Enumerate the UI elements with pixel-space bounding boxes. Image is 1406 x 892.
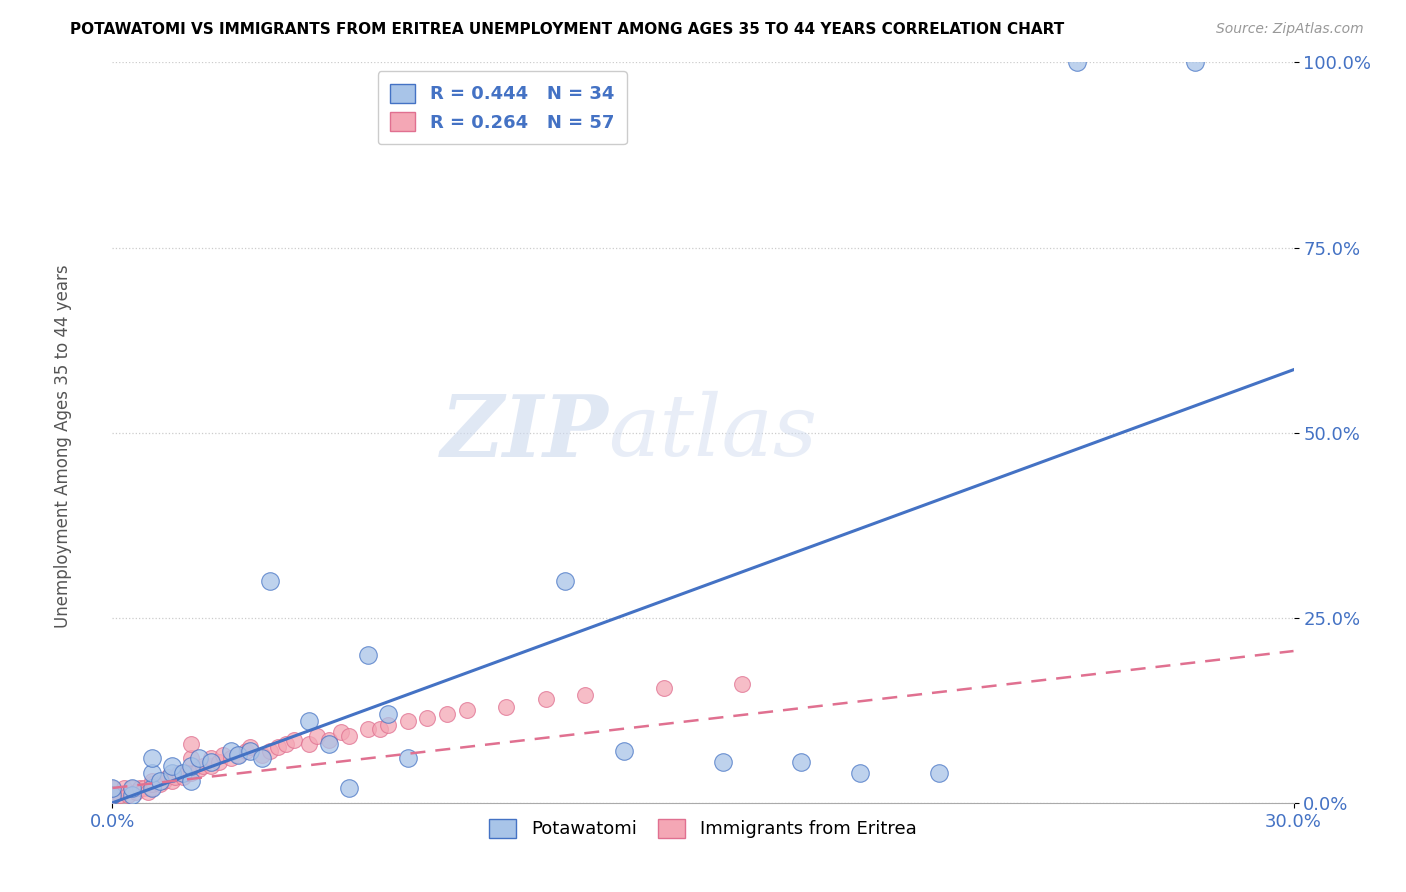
Point: [283, 732, 305, 747]
Point: [219, 744, 242, 758]
Point: [357, 722, 380, 736]
Point: [172, 770, 194, 784]
Point: [149, 773, 172, 788]
Point: [554, 574, 576, 588]
Text: Unemployment Among Ages 35 to 44 years: Unemployment Among Ages 35 to 44 years: [55, 264, 72, 628]
Point: [121, 780, 143, 795]
Point: [191, 758, 214, 772]
Point: [188, 763, 211, 777]
Text: ZIP: ZIP: [440, 391, 609, 475]
Point: [200, 751, 222, 765]
Point: [534, 692, 557, 706]
Point: [239, 744, 262, 758]
Point: [160, 773, 183, 788]
Point: [160, 758, 183, 772]
Point: [176, 766, 198, 780]
Point: [790, 755, 813, 769]
Point: [141, 766, 163, 780]
Point: [160, 766, 183, 780]
Point: [141, 777, 163, 791]
Point: [652, 681, 675, 695]
Point: [200, 758, 222, 772]
Point: [121, 789, 143, 803]
Text: POTAWATOMI VS IMMIGRANTS FROM ERITREA UNEMPLOYMENT AMONG AGES 35 TO 44 YEARS COR: POTAWATOMI VS IMMIGRANTS FROM ERITREA UN…: [70, 22, 1064, 37]
Point: [136, 785, 159, 799]
Point: [228, 747, 250, 762]
Text: atlas: atlas: [609, 392, 818, 474]
Point: [377, 706, 399, 721]
Point: [110, 789, 132, 803]
Point: [298, 714, 321, 729]
Point: [337, 729, 360, 743]
Point: [456, 703, 478, 717]
Point: [436, 706, 458, 721]
Point: [141, 780, 163, 795]
Point: [125, 785, 148, 799]
Point: [250, 747, 273, 762]
Point: [211, 747, 233, 762]
Point: [180, 766, 202, 780]
Point: [396, 714, 419, 729]
Point: [495, 699, 517, 714]
Point: [574, 689, 596, 703]
Point: [329, 725, 352, 739]
Point: [141, 773, 163, 788]
Point: [156, 770, 179, 784]
Point: [228, 747, 250, 762]
Point: [298, 737, 321, 751]
Point: [731, 677, 754, 691]
Point: [1066, 55, 1088, 70]
Point: [219, 751, 242, 765]
Point: [377, 718, 399, 732]
Point: [267, 740, 290, 755]
Point: [141, 751, 163, 765]
Point: [188, 751, 211, 765]
Point: [368, 722, 391, 736]
Point: [165, 770, 187, 784]
Point: [1184, 55, 1206, 70]
Point: [337, 780, 360, 795]
Point: [307, 729, 329, 743]
Point: [141, 780, 163, 795]
Point: [613, 744, 636, 758]
Point: [121, 780, 143, 795]
Point: [101, 780, 124, 795]
Point: [849, 766, 872, 780]
Point: [117, 789, 139, 803]
Point: [149, 777, 172, 791]
Point: [101, 789, 124, 803]
Point: [101, 780, 124, 795]
Point: [250, 751, 273, 765]
Point: [112, 780, 135, 795]
Point: [180, 758, 202, 772]
Point: [132, 780, 155, 795]
Point: [180, 773, 202, 788]
Point: [711, 755, 734, 769]
Point: [169, 766, 191, 780]
Point: [318, 732, 340, 747]
Point: [259, 574, 281, 588]
Point: [416, 711, 439, 725]
Point: [200, 755, 222, 769]
Point: [208, 755, 231, 769]
Point: [239, 740, 262, 755]
Point: [152, 773, 174, 788]
Point: [101, 789, 124, 803]
Point: [274, 737, 297, 751]
Point: [129, 780, 152, 795]
Point: [235, 744, 257, 758]
Point: [357, 648, 380, 662]
Point: [101, 789, 124, 803]
Point: [318, 737, 340, 751]
Legend: Potawatomi, Immigrants from Eritrea: Potawatomi, Immigrants from Eritrea: [478, 808, 928, 849]
Point: [396, 751, 419, 765]
Point: [180, 737, 202, 751]
Text: Source: ZipAtlas.com: Source: ZipAtlas.com: [1216, 22, 1364, 37]
Point: [172, 766, 194, 780]
Point: [928, 766, 950, 780]
Point: [259, 744, 281, 758]
Point: [180, 751, 202, 765]
